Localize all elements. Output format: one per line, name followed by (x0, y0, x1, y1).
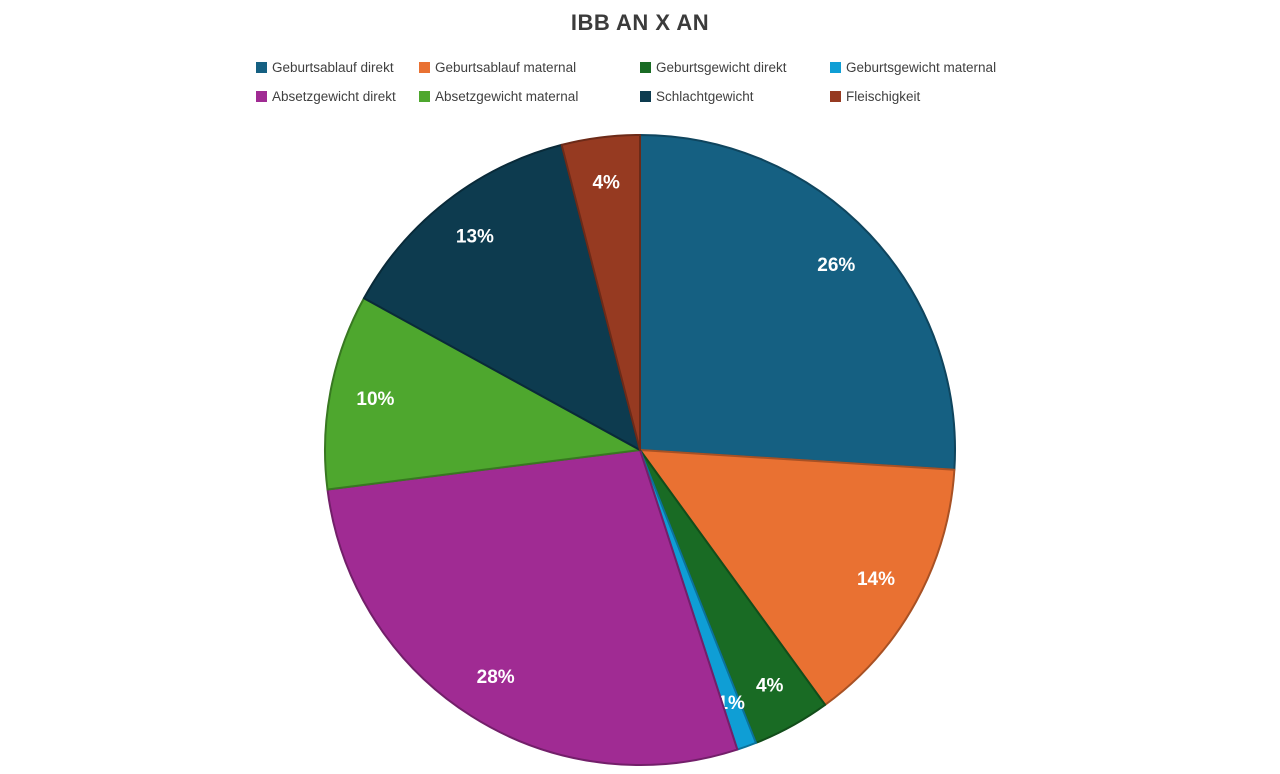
legend-item-geburtsablauf-maternal: Geburtsablauf maternal (419, 60, 640, 75)
slice-label-fleischigkeit: 4% (592, 172, 620, 193)
pie-slice-absetzgewicht-maternal (324, 297, 641, 491)
pie-slice-absetzgewicht-direkt (326, 449, 739, 766)
legend-swatch (419, 62, 430, 73)
slice-label-geburtsgewicht-direkt: 4% (756, 676, 784, 697)
legend-swatch (256, 91, 267, 102)
pie-slice-geburtsablauf-maternal (639, 449, 956, 706)
legend-swatch (640, 62, 651, 73)
legend-swatch (419, 91, 430, 102)
legend-item-absetzgewicht-maternal: Absetzgewicht maternal (419, 89, 640, 104)
legend-swatch (256, 62, 267, 73)
pie-slice-geburtsablauf-direkt (639, 134, 956, 471)
chart-legend: Geburtsablauf direkt Geburtsablauf mater… (256, 60, 1040, 104)
legend-item-geburtsgewicht-maternal: Geburtsgewicht maternal (830, 60, 1040, 75)
chart-title: IBB AN X AN (570, 10, 710, 35)
legend-swatch (640, 91, 651, 102)
slice-label-schlachtgewicht: 13% (456, 227, 494, 248)
legend-item-absetzgewicht-direkt: Absetzgewicht direkt (256, 89, 419, 104)
pie-slice-fleischigkeit (560, 134, 641, 451)
slice-label-absetzgewicht-maternal: 10% (356, 389, 394, 410)
legend-item-schlachtgewicht: Schlachtgewicht (640, 89, 830, 104)
legend-label: Schlachtgewicht (656, 89, 754, 104)
legend-label: Geburtsgewicht maternal (846, 60, 997, 75)
legend-item-geburtsablauf-direkt: Geburtsablauf direkt (256, 60, 419, 75)
legend-label: Geburtsablauf direkt (272, 60, 394, 75)
slice-label-absetzgewicht-direkt: 28% (477, 667, 515, 688)
legend-label: Fleischigkeit (846, 89, 921, 104)
legend-label: Geburtsablauf maternal (435, 60, 577, 75)
legend-label: Absetzgewicht direkt (272, 89, 396, 104)
slice-label-geburtsablauf-direkt: 26% (817, 255, 855, 276)
legend-label: Absetzgewicht maternal (435, 89, 579, 104)
legend-label: Geburtsgewicht direkt (656, 60, 787, 75)
legend-swatch (830, 62, 841, 73)
slice-label-geburtsablauf-maternal: 14% (857, 569, 895, 590)
legend-swatch (830, 91, 841, 102)
legend-item-geburtsgewicht-direkt: Geburtsgewicht direkt (640, 60, 830, 75)
pie-slice-schlachtgewicht (362, 143, 641, 451)
legend-item-fleischigkeit: Fleischigkeit (830, 89, 1040, 104)
